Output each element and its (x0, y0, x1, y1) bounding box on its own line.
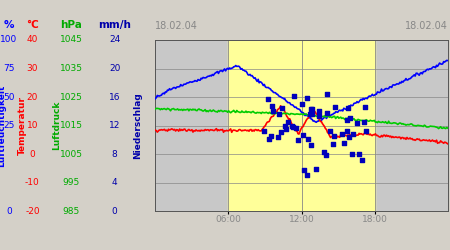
Point (344, 118, 351, 122)
Text: 75: 75 (3, 64, 15, 73)
Point (358, 158, 365, 162)
Point (320, 150, 327, 154)
Point (341, 142, 348, 146)
Text: 40: 40 (27, 36, 38, 44)
Point (270, 109, 277, 113)
Text: Luftdruck: Luftdruck (52, 101, 61, 150)
Point (282, 127, 289, 131)
Text: 30: 30 (27, 64, 38, 73)
Text: %: % (4, 20, 14, 30)
Point (288, 124, 295, 128)
Text: -10: -10 (25, 178, 40, 187)
Point (344, 130, 351, 134)
Text: 1005: 1005 (59, 150, 83, 159)
Text: 0: 0 (6, 207, 12, 216)
Point (346, 116, 354, 120)
Point (360, 120, 368, 124)
Point (330, 134, 338, 138)
Point (306, 112, 313, 116)
Point (290, 94, 297, 98)
Text: 25: 25 (3, 121, 15, 130)
Point (292, 126, 300, 130)
Text: 20: 20 (27, 92, 38, 102)
Point (267, 134, 274, 138)
Text: 4: 4 (112, 178, 117, 187)
Point (304, 137, 311, 141)
Text: 18.02.04: 18.02.04 (405, 20, 448, 30)
Point (308, 112, 315, 116)
Point (349, 132, 356, 136)
Point (274, 135, 282, 139)
Point (308, 107, 315, 111)
Text: Luftfeuchtigkeit: Luftfeuchtigkeit (0, 84, 6, 167)
Text: 100: 100 (0, 36, 18, 44)
Text: 16: 16 (109, 92, 121, 102)
Point (277, 130, 284, 134)
Point (279, 106, 286, 110)
Point (315, 114, 322, 118)
Point (323, 111, 330, 115)
Text: 985: 985 (63, 207, 80, 216)
Point (294, 138, 301, 142)
Text: 18.02.04: 18.02.04 (155, 20, 198, 30)
Point (313, 168, 320, 172)
Point (281, 124, 288, 128)
Point (348, 152, 356, 156)
Text: 10: 10 (27, 121, 38, 130)
Bar (228, 40, 374, 211)
Point (363, 128, 370, 132)
Point (329, 142, 336, 146)
Text: 0: 0 (30, 150, 35, 159)
Text: 1025: 1025 (60, 92, 82, 102)
Text: Niederschlag: Niederschlag (133, 92, 142, 159)
Text: 12: 12 (109, 121, 121, 130)
Point (307, 107, 314, 111)
Point (268, 104, 275, 108)
Text: mm/h: mm/h (98, 20, 131, 30)
Point (322, 154, 329, 158)
Text: 8: 8 (112, 150, 117, 159)
Point (298, 102, 306, 106)
Text: 1015: 1015 (59, 121, 83, 130)
Point (327, 129, 334, 133)
Point (346, 135, 353, 139)
Text: 24: 24 (109, 36, 121, 44)
Text: 995: 995 (63, 178, 80, 187)
Text: 20: 20 (109, 64, 121, 73)
Text: hPa: hPa (60, 20, 82, 30)
Point (323, 92, 330, 96)
Point (275, 112, 283, 116)
Point (353, 121, 360, 125)
Text: Temperatur: Temperatur (18, 96, 27, 155)
Point (261, 129, 268, 133)
Point (344, 106, 351, 110)
Text: °C: °C (26, 20, 39, 30)
Text: -20: -20 (25, 207, 40, 216)
Point (300, 168, 307, 172)
Text: 1035: 1035 (59, 64, 83, 73)
Point (299, 133, 306, 137)
Point (307, 143, 315, 147)
Text: 0: 0 (112, 207, 117, 216)
Point (356, 152, 363, 156)
Point (266, 137, 273, 141)
Point (331, 105, 338, 109)
Point (289, 125, 296, 129)
Point (338, 132, 345, 136)
Text: 50: 50 (3, 92, 15, 102)
Point (284, 120, 291, 124)
Point (264, 97, 271, 101)
Point (303, 96, 310, 100)
Point (304, 174, 311, 178)
Point (315, 109, 322, 113)
Text: 1045: 1045 (60, 36, 82, 44)
Point (361, 105, 369, 109)
